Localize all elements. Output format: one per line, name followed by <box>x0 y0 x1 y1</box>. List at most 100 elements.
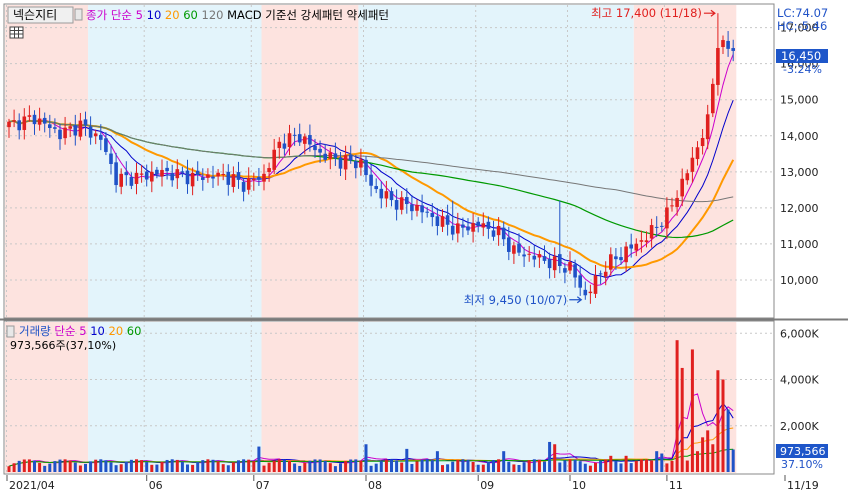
candle-83 <box>430 203 435 227</box>
candle-108 <box>558 200 562 274</box>
candle-62 <box>323 143 327 163</box>
price-band-4 <box>633 5 737 318</box>
candle-107 <box>552 247 557 278</box>
volume-legend-grip-icon[interactable] <box>6 325 15 338</box>
volume-bar-60 <box>313 459 317 472</box>
volume-bar-33 <box>175 459 179 472</box>
x-tick-label: 06 <box>149 479 163 492</box>
x-tick-label: 08 <box>368 479 382 492</box>
volume-bar-34 <box>180 461 184 472</box>
candle-119 <box>614 248 618 270</box>
volume-bar-86 <box>446 464 450 472</box>
volume-bar-107 <box>553 444 557 472</box>
volume-bar-8 <box>48 463 52 472</box>
price-band-3 <box>358 5 634 318</box>
volume-bar-140 <box>721 379 725 472</box>
candle-41 <box>216 169 220 186</box>
candle-77 <box>399 191 404 215</box>
grid-toggle-icon[interactable] <box>9 26 24 39</box>
volume-bar-68 <box>354 459 358 472</box>
candle-105 <box>542 245 547 264</box>
candle-43 <box>226 164 231 196</box>
candle-78 <box>405 188 409 214</box>
candle-44 <box>231 166 236 193</box>
volume-change: 37.10% <box>781 458 823 471</box>
volume-bar-90 <box>466 460 470 472</box>
legend-grip-icon[interactable] <box>74 8 83 21</box>
candle-38 <box>201 168 205 191</box>
volume-bar-85 <box>441 465 444 472</box>
y-axis-labels: 10,00011,00012,00013,00014,00015,00016,0… <box>780 22 819 433</box>
price-tick-label: 15,000 <box>780 94 819 107</box>
volume-bar-69 <box>359 460 363 472</box>
candle-16 <box>88 116 93 145</box>
volume-bar-67 <box>349 459 353 472</box>
volume-bar-65 <box>339 463 342 472</box>
volume-bar-44 <box>231 462 235 472</box>
price-change: -3.24% <box>783 63 822 76</box>
candle-15 <box>83 111 88 136</box>
volume-bar-100 <box>517 464 521 472</box>
candle-133 <box>685 169 690 185</box>
volume-bar-98 <box>507 461 511 472</box>
candle-4 <box>27 105 32 122</box>
volume-bar-81 <box>420 459 424 472</box>
candle-75 <box>389 187 394 207</box>
candle-31 <box>165 160 169 180</box>
candle-102 <box>527 246 531 262</box>
candle-121 <box>624 241 628 272</box>
volume-bar-99 <box>512 464 516 472</box>
candle-52 <box>272 138 276 174</box>
stock-name-box[interactable] <box>7 6 74 24</box>
candle-109 <box>563 262 567 284</box>
candle-111 <box>573 259 577 288</box>
volume-bar-73 <box>379 461 383 472</box>
volume-bar-61 <box>318 459 322 472</box>
candle-106 <box>547 252 552 279</box>
candle-123 <box>634 238 639 257</box>
price-tick-label: 13,000 <box>780 166 819 179</box>
candle-68 <box>354 154 358 179</box>
volume-bar-20 <box>109 462 113 472</box>
hc-value: HC:-5.46 <box>777 19 827 33</box>
volume-bar-31 <box>165 459 169 472</box>
current-volume-badge <box>776 444 828 458</box>
volume-panel-border <box>3 320 775 475</box>
volume-bar-106 <box>548 441 552 472</box>
candle-112 <box>578 265 582 296</box>
candle-69 <box>359 148 363 176</box>
volume-bar-95 <box>492 460 495 472</box>
candle-60 <box>313 138 317 158</box>
volume-bar-125 <box>645 459 648 472</box>
candle-96 <box>496 217 501 246</box>
volume-bar-142 <box>731 449 735 472</box>
candle-20 <box>109 144 113 175</box>
current-volume: 973,566 <box>780 445 826 458</box>
candle-34 <box>180 166 185 178</box>
volume-bar-101 <box>522 462 526 472</box>
candle-59 <box>308 124 312 152</box>
candle-40 <box>211 165 215 188</box>
volume-bar-131 <box>675 340 679 472</box>
candle-22 <box>119 168 123 195</box>
candle-65 <box>338 151 343 176</box>
candle-49 <box>257 167 261 186</box>
candle-2 <box>17 113 21 140</box>
candle-74 <box>384 180 389 208</box>
volume-bar-127 <box>655 451 659 472</box>
volume-bar-109 <box>563 460 567 472</box>
candle-70 <box>364 156 368 182</box>
volume-band-3 <box>358 322 634 473</box>
volume-bar-72 <box>374 463 378 472</box>
candlesticks <box>7 13 735 304</box>
candle-89 <box>461 217 465 238</box>
candle-113 <box>583 281 588 300</box>
high-arrow-icon <box>703 9 716 17</box>
volume-bar-21 <box>114 465 118 472</box>
candle-36 <box>190 167 195 196</box>
low-arrow-icon <box>569 296 583 304</box>
candle-51 <box>267 162 271 182</box>
volume-band-1 <box>88 322 262 473</box>
period-bands <box>5 5 737 473</box>
